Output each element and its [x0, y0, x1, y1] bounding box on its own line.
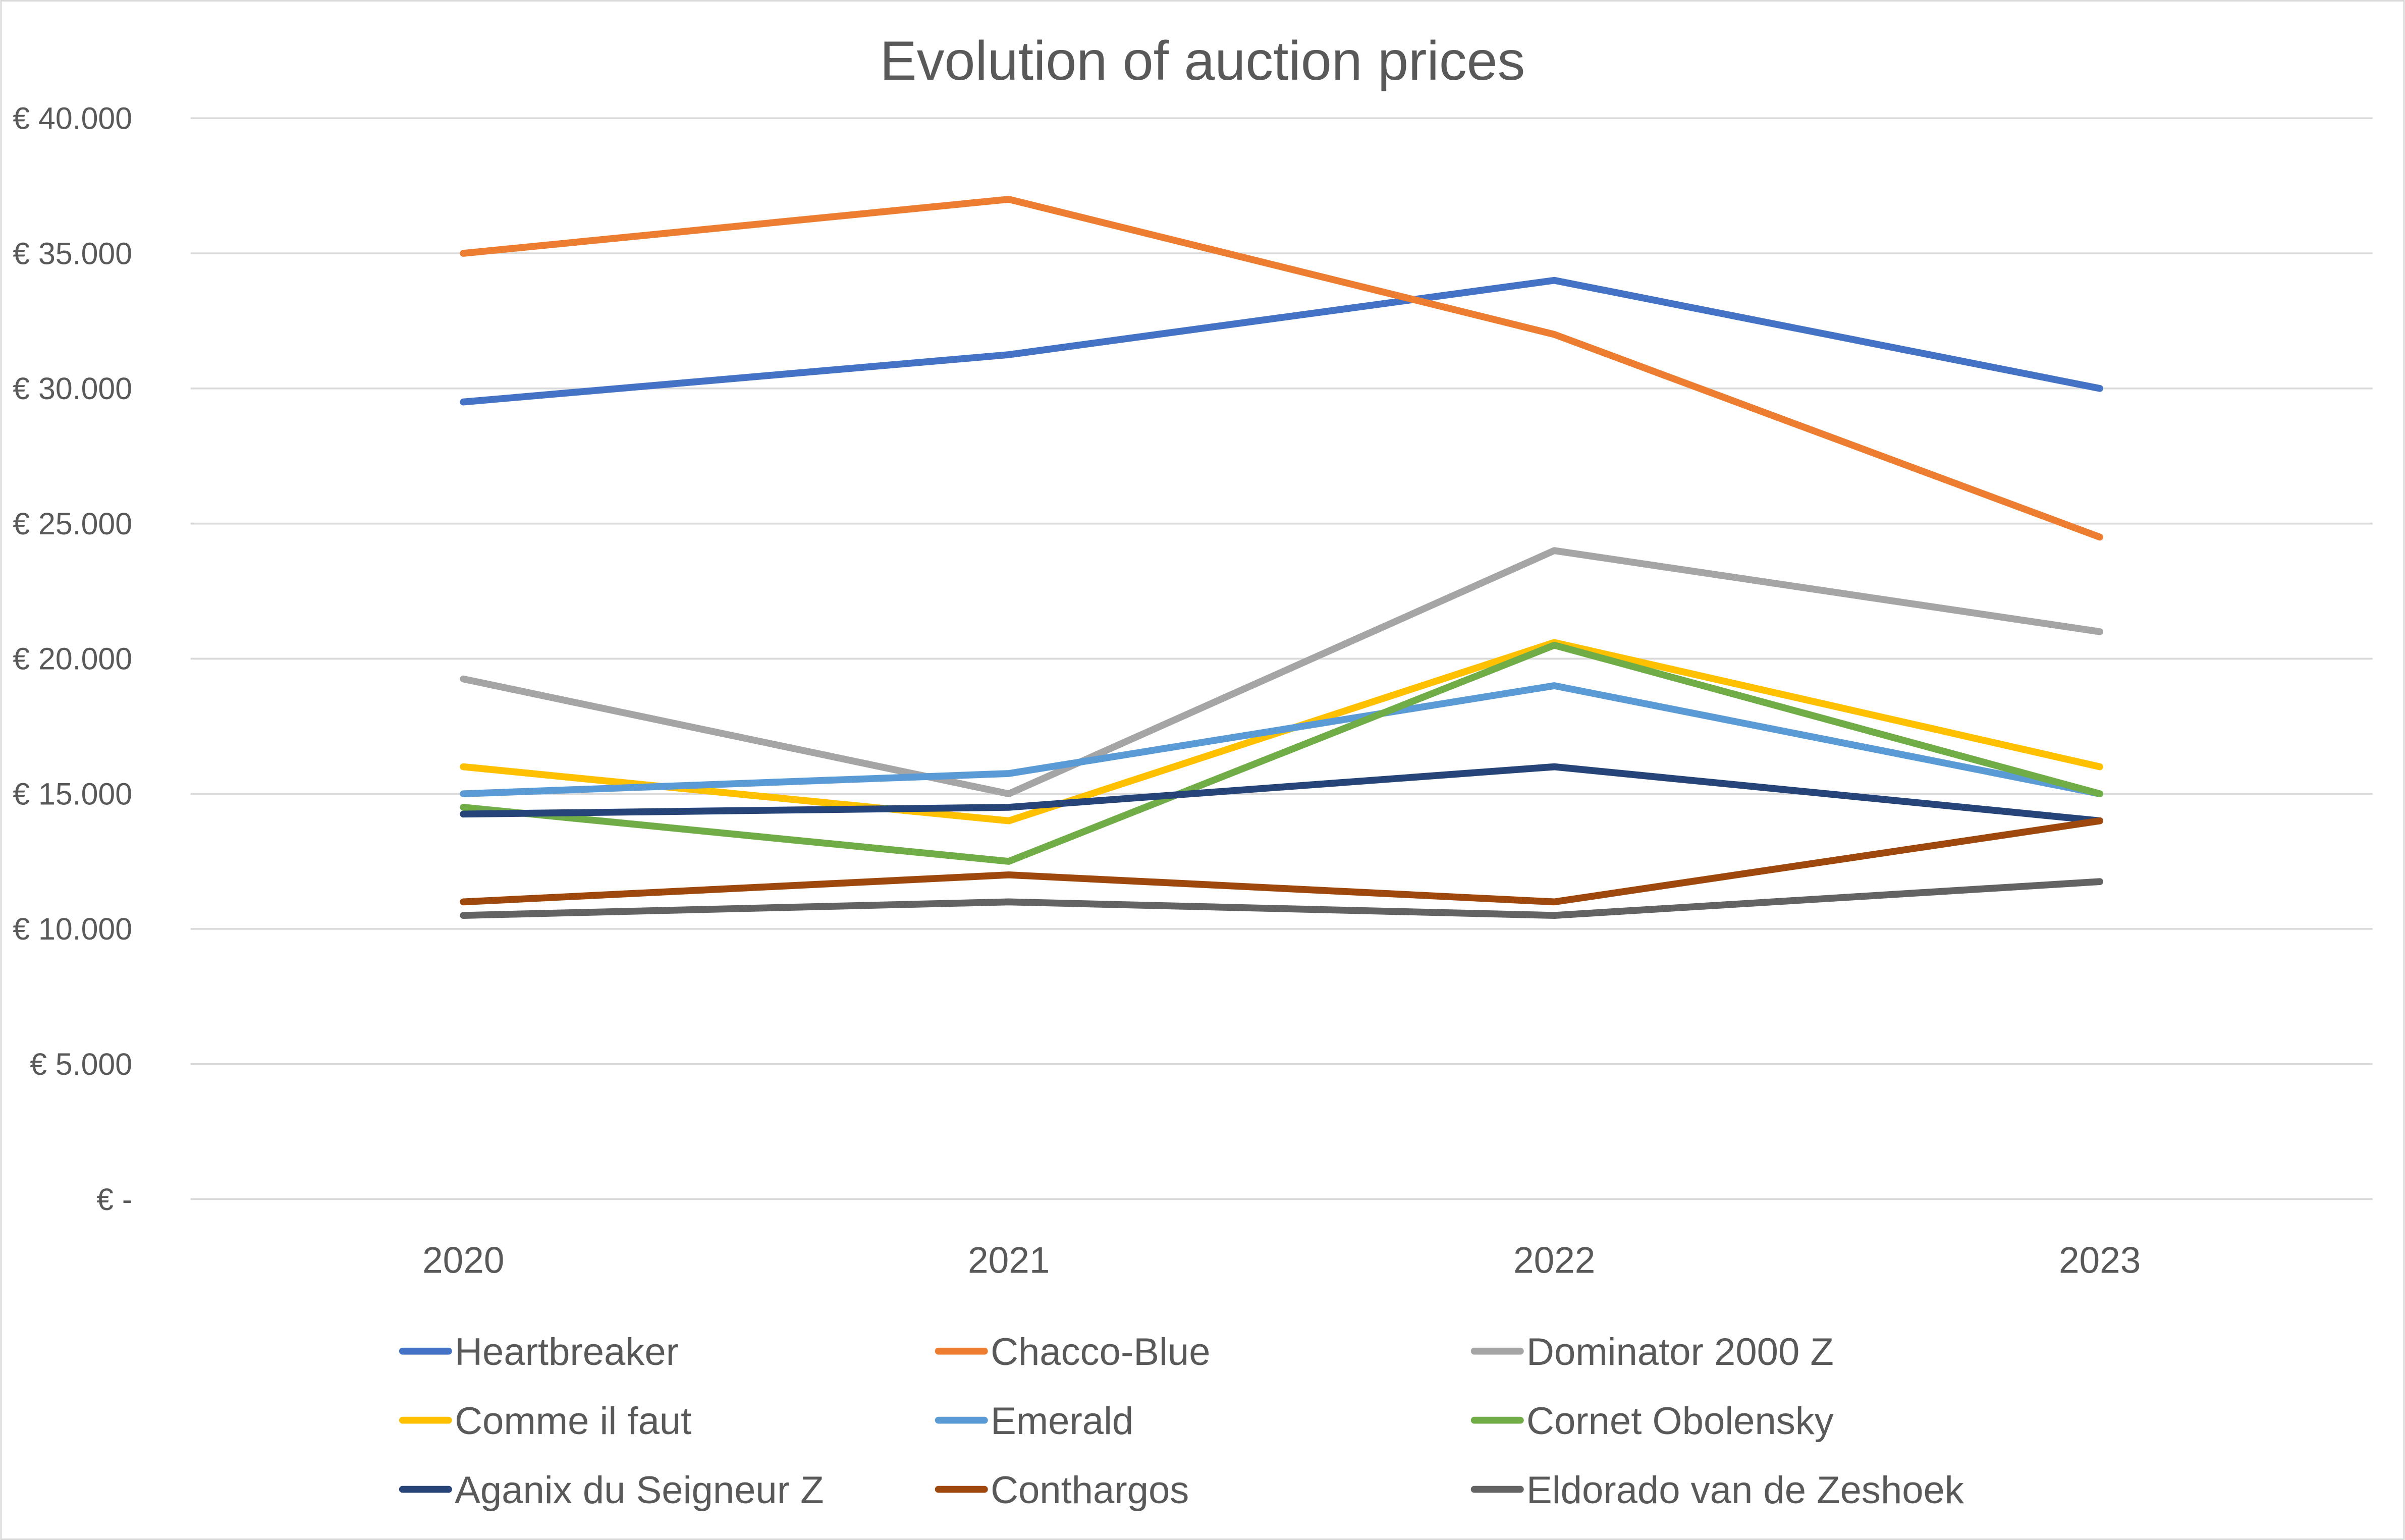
legend-item: Chacco-Blue [935, 1331, 1211, 1373]
x-tick-label: 2023 [2059, 1240, 2141, 1281]
chart-title: Evolution of auction prices [880, 30, 1525, 92]
x-tick-label: 2021 [968, 1240, 1050, 1281]
legend-item: Emerald [935, 1400, 1133, 1443]
legend-label: Emerald [991, 1400, 1133, 1443]
legend-label: Dominator 2000 Z [1526, 1331, 1834, 1373]
y-tick-label: € 30.000 [13, 371, 132, 406]
legend-item: Comme il faut [399, 1400, 691, 1443]
series-line-dominator-2000-z [460, 547, 2104, 798]
y-tick-label: € 35.000 [13, 236, 132, 270]
y-tick-label: € 10.000 [13, 912, 132, 946]
legend-item: Dominator 2000 Z [1470, 1331, 1834, 1373]
y-tick-label: € 25.000 [13, 507, 132, 541]
x-tick-label: 2022 [1513, 1240, 1595, 1281]
series-line-chacco-blue [460, 196, 2104, 541]
x-tick-label: 2020 [422, 1240, 504, 1281]
legend-label: Comme il faut [455, 1400, 691, 1443]
legend-label: Heartbreaker [455, 1331, 679, 1373]
y-tick-label: € 40.000 [13, 101, 132, 136]
legend-label: Cornet Obolensky [1526, 1400, 1834, 1443]
legend-label: Conthargos [991, 1469, 1189, 1512]
y-tick-label: € - [96, 1182, 132, 1217]
y-tick-label: € 20.000 [13, 642, 132, 676]
series-line-aganix-du-seigneur-z [460, 763, 2104, 824]
series-line-cornet-obolensky [460, 641, 2104, 865]
legend-item: Aganix du Seigneur Z [399, 1469, 824, 1512]
y-tick-label: € 15.000 [13, 777, 132, 811]
series-line-emerald [460, 682, 2104, 798]
legend-label: Eldorado van de Zeshoek [1526, 1469, 1964, 1512]
legend-item: Heartbreaker [399, 1331, 679, 1373]
legend-item: Eldorado van de Zeshoek [1470, 1469, 1964, 1512]
series-line-eldorado-van-de-zeshoek [460, 878, 2104, 919]
legend-item: Cornet Obolensky [1470, 1400, 1834, 1443]
y-tick-label: € 5.000 [30, 1047, 132, 1081]
legend-item: Conthargos [935, 1469, 1189, 1512]
legend-label: Aganix du Seigneur Z [455, 1469, 824, 1512]
series-line-conthargos [460, 817, 2104, 906]
series-line-heartbreaker [460, 277, 2104, 406]
legend-label: Chacco-Blue [991, 1331, 1210, 1373]
